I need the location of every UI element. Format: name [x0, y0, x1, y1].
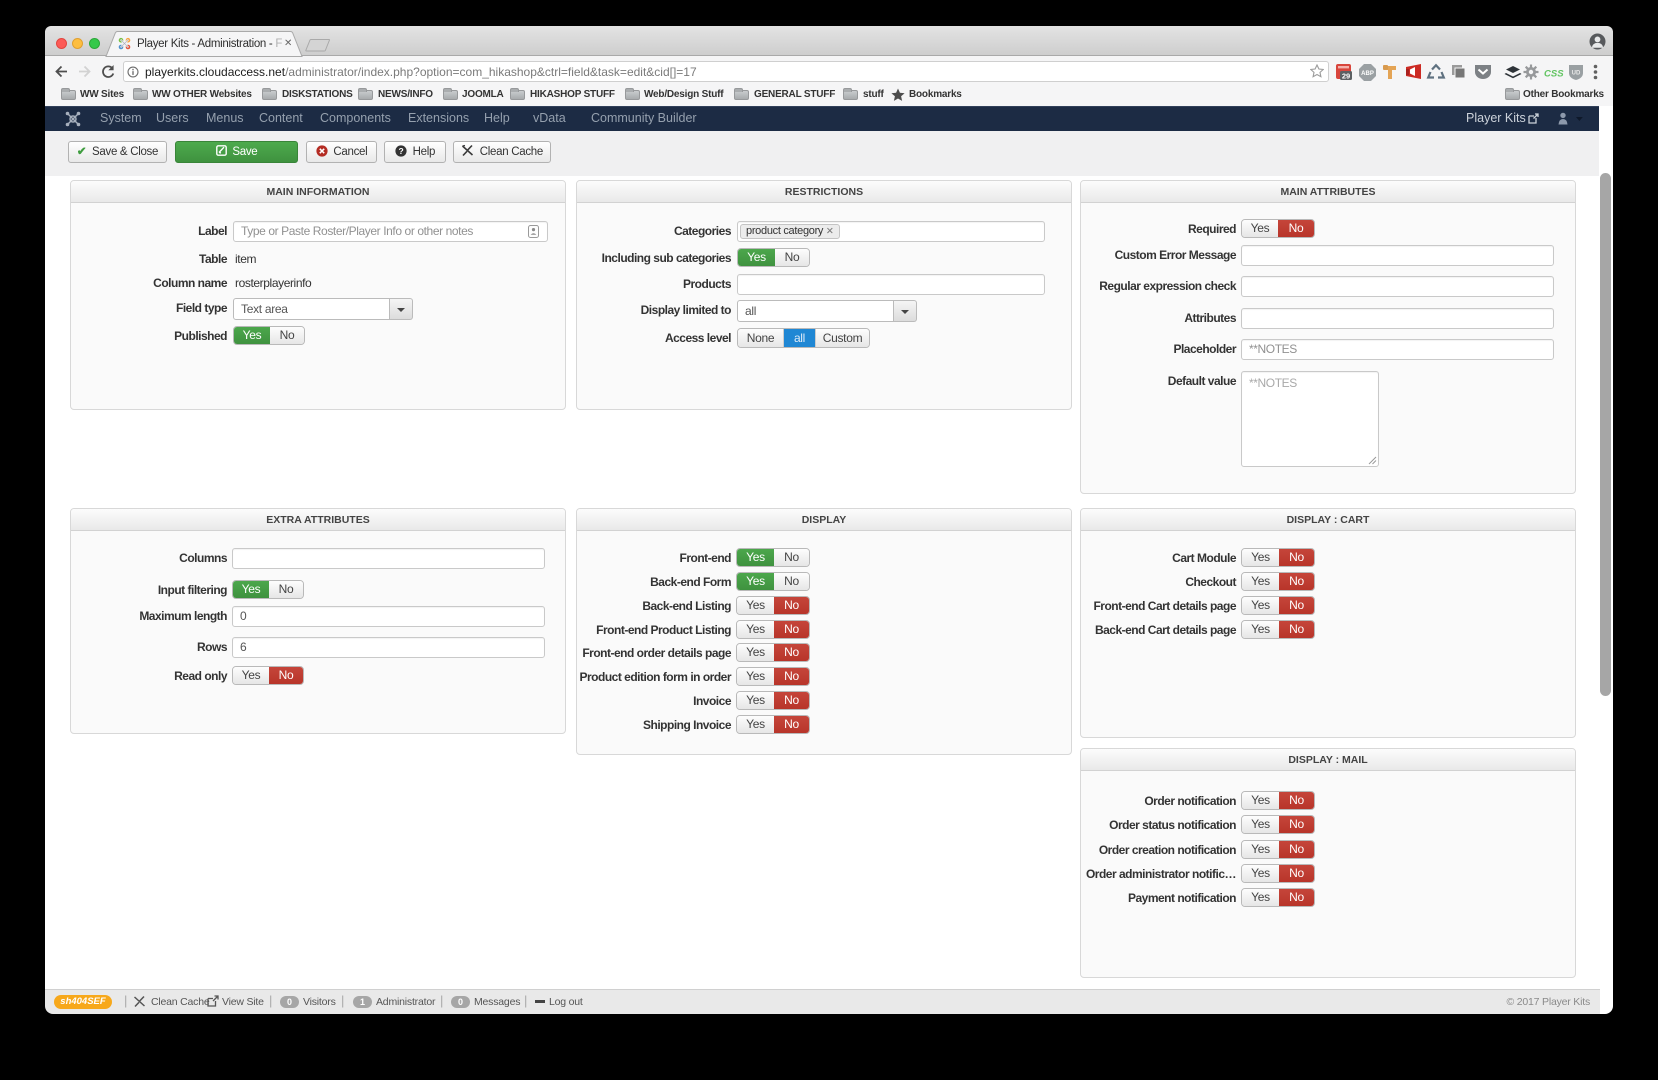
svg-text:?: ?: [398, 146, 403, 156]
svg-text:29: 29: [1342, 71, 1350, 80]
svg-text:CSS: CSS: [1544, 69, 1564, 80]
svg-text:ABP: ABP: [1361, 71, 1374, 77]
svg-text:UD: UD: [1572, 71, 1581, 77]
